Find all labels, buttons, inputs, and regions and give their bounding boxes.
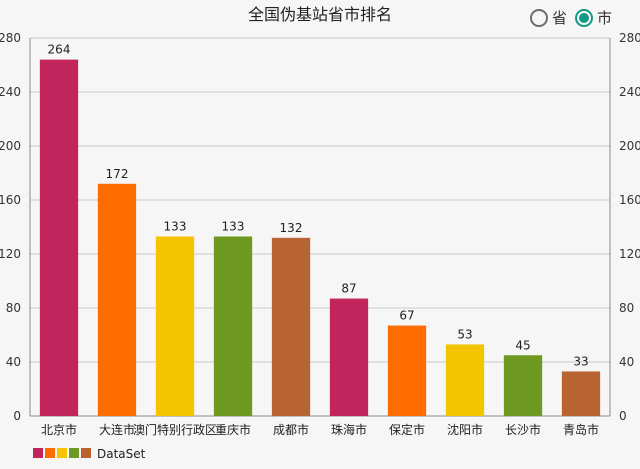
y-tick-label-right: 0: [619, 409, 627, 423]
legend-swatch: [69, 448, 79, 458]
x-tick-label: 青岛市: [563, 422, 599, 437]
radio-city-circle-icon: [574, 8, 593, 27]
y-tick-label-left: 160: [0, 193, 21, 207]
bar-value-label: 53: [457, 327, 472, 341]
bar-value-label: 67: [399, 309, 414, 323]
bar-value-label: 172: [106, 167, 129, 181]
bar: [387, 325, 427, 416]
radio-province-label: 省: [551, 9, 567, 27]
y-tick-label-left: 120: [0, 247, 21, 261]
y-tick-label-left: 40: [6, 355, 21, 369]
y-tick-label-right: 240: [619, 85, 640, 99]
x-tick-label: 长沙市: [505, 422, 541, 437]
bar-value-label: 45: [515, 338, 530, 352]
x-tick-label: 成都市: [273, 422, 309, 437]
x-tick-label: 珠海市: [331, 422, 367, 437]
bar: [329, 298, 369, 416]
x-tick-label: 沈阳市: [447, 422, 483, 437]
y-tick-label-right: 200: [619, 139, 640, 153]
bar: [39, 59, 79, 416]
y-tick-label-left: 200: [0, 139, 21, 153]
y-tick-label-right: 280: [619, 31, 640, 45]
bar: [561, 371, 601, 416]
radio-city-label: 市: [596, 9, 612, 27]
bar: [155, 236, 195, 416]
legend-swatch: [45, 448, 55, 458]
bar: [503, 355, 543, 416]
bar-value-label: 133: [164, 219, 187, 233]
radio-province[interactable]: 省: [529, 7, 567, 28]
legend-swatch: [33, 448, 43, 458]
radio-city[interactable]: 市: [574, 7, 612, 28]
x-tick-label: 大连市: [99, 422, 135, 437]
x-tick-label: 保定市: [389, 422, 425, 437]
y-tick-label-right: 160: [619, 193, 640, 207]
y-tick-label-right: 120: [619, 247, 640, 261]
legend-label: DataSet: [97, 447, 146, 461]
bar: [271, 237, 311, 416]
bar-value-label: 132: [280, 221, 303, 235]
bar-value-label: 264: [48, 43, 71, 57]
bar-value-label: 133: [222, 219, 245, 233]
bar-value-label: 33: [573, 354, 588, 368]
radio-checked-dot-icon: [578, 12, 589, 23]
y-tick-label-right: 80: [619, 301, 634, 315]
x-tick-label: 重庆市: [215, 422, 251, 437]
y-tick-label-left: 0: [13, 409, 21, 423]
bar: [97, 183, 137, 416]
chart-title: 全国伪基站省市排名: [248, 5, 392, 24]
x-tick-label: 北京市: [41, 422, 77, 437]
radio-province-circle-icon: [529, 8, 548, 27]
y-tick-label-right: 40: [619, 355, 634, 369]
legend-swatch: [81, 448, 91, 458]
bar: [445, 344, 485, 416]
legend-swatch: [57, 448, 67, 458]
x-tick-label: 澳门特别行政区: [133, 422, 217, 437]
y-tick-label-left: 80: [6, 301, 21, 315]
y-tick-label-left: 240: [0, 85, 21, 99]
y-tick-label-left: 280: [0, 31, 21, 45]
bar: [213, 236, 253, 416]
bar-value-label: 87: [341, 282, 356, 296]
province-city-toggle: 省 市: [529, 7, 612, 28]
